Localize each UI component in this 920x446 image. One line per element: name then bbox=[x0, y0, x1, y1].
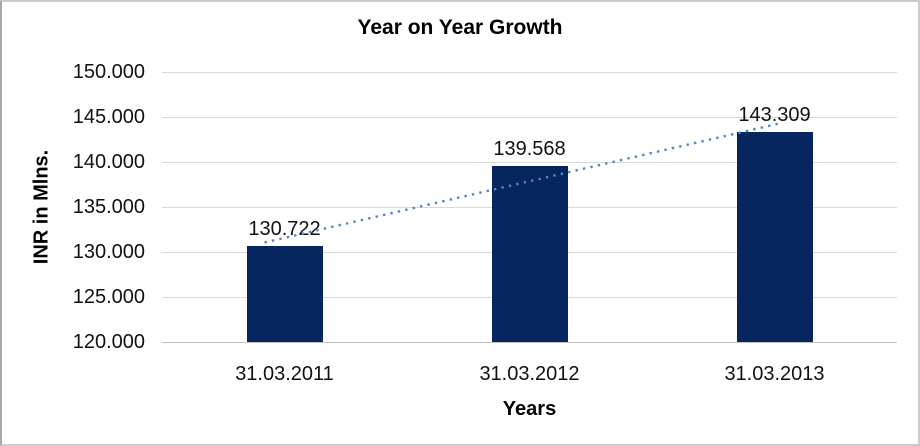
x-axis-title: Years bbox=[502, 398, 557, 420]
y-tick-label: 150.000 bbox=[72, 61, 145, 83]
bar[interactable] bbox=[491, 165, 568, 342]
y-tick-label: 120.000 bbox=[72, 331, 145, 353]
y-tick-label: 135.000 bbox=[72, 196, 145, 218]
gridline bbox=[162, 117, 897, 118]
bar-data-label: 139.568 bbox=[493, 137, 566, 160]
chart-title: Year on Year Growth bbox=[357, 16, 563, 39]
y-tick-label: 140.000 bbox=[72, 151, 145, 173]
x-tick-label: 31.03.2011 bbox=[235, 363, 334, 385]
bar-data-label: 143.309 bbox=[738, 104, 811, 127]
bar[interactable] bbox=[736, 132, 813, 342]
x-axis-line bbox=[162, 342, 897, 343]
bar-data-label: 130.722 bbox=[248, 217, 321, 240]
y-tick-label: 130.000 bbox=[72, 241, 145, 263]
x-tick-label: 31.03.2013 bbox=[724, 363, 825, 385]
gridline bbox=[162, 72, 897, 73]
x-tick-label: 31.03.2012 bbox=[479, 363, 580, 385]
y-tick-label: 145.000 bbox=[72, 106, 145, 128]
bar[interactable] bbox=[246, 245, 323, 342]
y-tick-label: 125.000 bbox=[72, 286, 145, 308]
